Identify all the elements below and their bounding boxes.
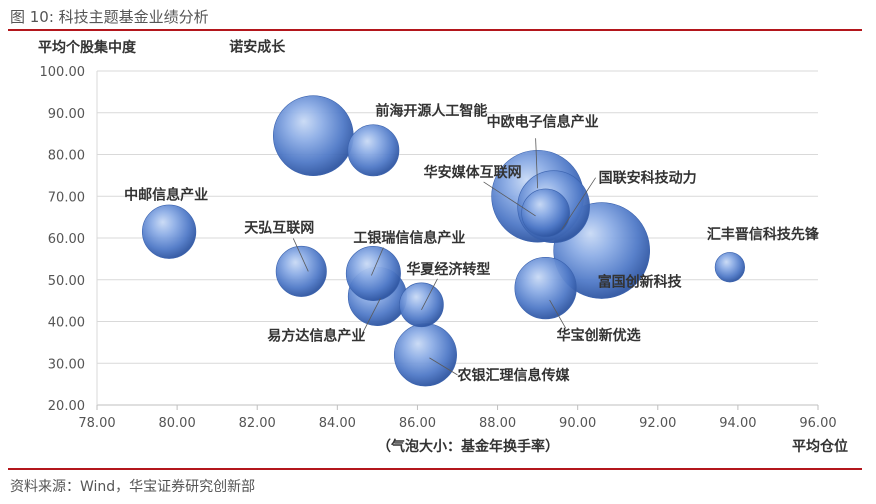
x-tick-label: 78.00 [78,416,115,431]
y-tick-label: 20.00 [48,399,85,414]
leader-line [371,247,384,276]
y-tick-label: 50.00 [48,274,85,289]
bubble-chart: 20.00 30.00 40.00 50.00 60.00 70.00 80.00 90.00… [38,39,848,455]
y-tick-label: 70.00 [48,190,85,205]
x-tick-label: 88.00 [479,416,516,431]
bubble [272,95,354,177]
leader-line [483,181,536,217]
leader-line [535,138,539,189]
bubbles [142,95,745,387]
source-note: 资料来源：Wind，华宝证券研究创新部 [10,479,256,495]
bubble-label: 华宝创新优选 [557,327,641,344]
leader-line [362,298,381,334]
x-tick-label: 86.00 [399,416,436,431]
source-rule [8,468,862,470]
title-rule [8,29,862,31]
figure-title: 图 10: 科技主题基金业绩分析 [10,8,209,26]
bubble [142,204,197,259]
bubble-label: 前海开源人工智能 [375,102,487,119]
leader-line [549,299,566,329]
bubble-label: 工银瑞信信息产业 [353,229,465,246]
y-tick-label: 80.00 [48,149,85,164]
bubble-label: 诺安成长 [229,39,286,56]
leader-line [292,238,309,272]
x-axis-title: 平均仓位 [792,438,848,455]
bubble-label: 华安媒体互联网 [424,164,522,181]
bubble [521,188,570,238]
leader-line [429,357,458,376]
leader-line [421,278,438,310]
bubble-label: 农银汇理信息传媒 [456,367,570,384]
y-tick-label: 30.00 [48,357,85,372]
gridlines [97,70,818,364]
x-tick-label: 94.00 [719,416,756,431]
bubble-label: 天弘互联网 [244,220,314,236]
bubble-label: 国联安科技动力 [599,170,697,187]
y-axis-title: 平均个股集中度 [38,39,137,56]
bubble [275,245,327,297]
x-tick-label: 82.00 [239,416,276,431]
bubble [714,252,745,283]
bubble-label: 易方达信息产业 [267,327,365,344]
y-tick-label: 40.00 [48,316,85,331]
axes: 20.00 30.00 40.00 50.00 60.00 70.00 80.00 90.00… [40,65,837,431]
y-tick-label: 90.00 [48,107,85,122]
bubble [399,282,444,328]
y-tick-label: 100.00 [40,65,86,80]
bubble-label: 中欧电子信息产业 [487,113,599,130]
leader-line [561,177,596,230]
y-tick-label: 60.00 [48,232,85,247]
bubble [345,245,401,301]
x-tick-label: 96.00 [799,416,836,431]
x-tick-label: 90.00 [559,416,596,431]
x-tick-label: 84.00 [319,416,356,431]
bubble-label: 华夏经济转型 [406,261,490,278]
bubble [347,124,400,177]
bubble-label: 中邮信息产业 [124,187,208,204]
bubble-label: 富国创新科技 [598,274,683,291]
bubble [514,257,577,320]
bubble-label: 汇丰晋信科技先锋 [707,226,820,243]
bubble-size-note: （气泡大小：基金年换手率） [377,438,559,455]
x-tick-label: 92.00 [639,416,676,431]
bubble [393,323,457,387]
leader-lines [292,138,596,376]
x-tick-label: 80.00 [159,416,196,431]
